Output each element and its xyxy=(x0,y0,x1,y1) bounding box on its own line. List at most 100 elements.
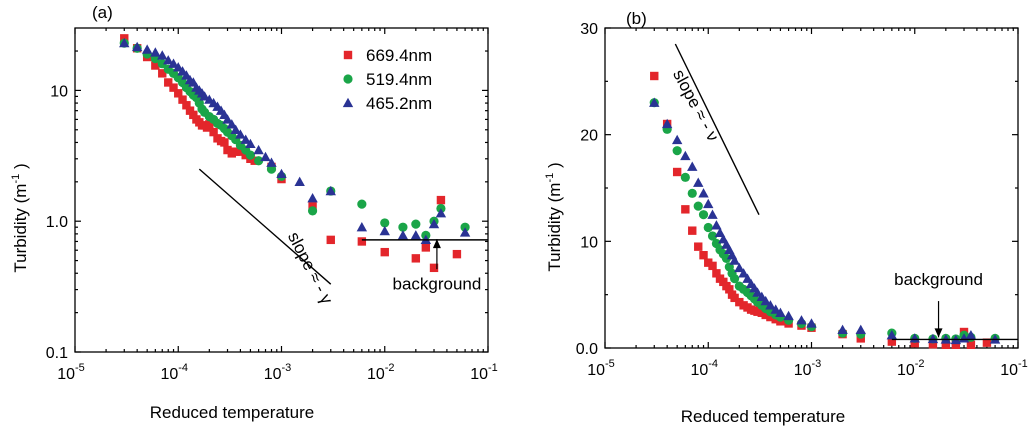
data-point-square xyxy=(910,339,919,348)
data-point-circle xyxy=(693,201,703,211)
data-point-triangle xyxy=(765,300,776,310)
data-point-square xyxy=(436,195,446,205)
data-point-circle xyxy=(698,210,709,220)
background-annotation: background xyxy=(894,270,983,289)
data-point-square xyxy=(178,95,187,104)
data-point-triangle xyxy=(230,124,241,134)
data-point-square xyxy=(730,293,739,303)
x-tick-label: 10-4 xyxy=(160,362,188,383)
data-point-triangle xyxy=(806,318,817,328)
data-point-triangle xyxy=(168,58,179,68)
data-point-circle xyxy=(703,222,713,233)
data-point-triangle xyxy=(680,150,691,161)
data-point-square xyxy=(174,89,183,98)
data-point-square xyxy=(164,78,173,87)
data-point-triangle xyxy=(266,157,277,167)
data-point-square xyxy=(185,106,195,115)
y-tick-label: 10 xyxy=(50,83,68,100)
data-point-triangle xyxy=(235,129,246,139)
panel-a-legend: 669.4nm 519.4nm 465.2nm xyxy=(342,46,432,113)
data-point-triangle xyxy=(783,310,794,321)
data-point-triangle xyxy=(240,134,251,144)
data-point-square xyxy=(650,71,659,81)
data-point-circle xyxy=(687,188,697,198)
data-point-circle xyxy=(157,59,167,69)
data-point-triangle xyxy=(141,44,153,54)
data-point-triangle xyxy=(703,198,714,209)
x-tick-label: 10-2 xyxy=(367,362,395,383)
data-point-square xyxy=(982,338,992,347)
data-point-triangle xyxy=(770,304,781,314)
data-point-circle xyxy=(730,274,740,284)
data-point-square xyxy=(766,312,775,322)
data-point-square xyxy=(236,147,245,156)
data-point-circle xyxy=(357,199,367,209)
data-point-square xyxy=(681,205,690,214)
data-point-circle xyxy=(380,218,390,228)
data-point-square xyxy=(158,69,167,78)
data-point-square xyxy=(209,127,218,137)
data-point-triangle xyxy=(693,177,704,187)
x-tick-label: 10-4 xyxy=(690,358,718,379)
data-point-square xyxy=(411,254,421,263)
data-point-square xyxy=(223,145,232,155)
data-point-triangle xyxy=(714,227,726,237)
data-point-triangle xyxy=(775,307,786,317)
data-point-triangle xyxy=(459,227,471,237)
data-point-triangle xyxy=(927,333,939,344)
data-point-square xyxy=(704,258,713,267)
data-point-triangle xyxy=(837,324,848,335)
data-point-square xyxy=(672,167,682,177)
panel-a-label: (a) xyxy=(92,3,113,22)
data-point-circle xyxy=(672,146,682,156)
data-point-square xyxy=(735,297,744,307)
data-point-triangle xyxy=(150,47,161,57)
data-point-circle xyxy=(411,219,421,229)
data-point-square xyxy=(189,110,198,120)
data-point-triangle xyxy=(435,208,447,218)
data-point-square xyxy=(966,340,976,349)
panel-b-x-axis-label: Reduced temperature xyxy=(681,407,845,426)
legend-label: 669.4nm xyxy=(366,46,432,65)
data-point-square xyxy=(725,285,734,294)
data-point-triangle xyxy=(276,168,287,179)
y-tick-label: 10 xyxy=(580,234,598,251)
data-point-square xyxy=(220,138,229,147)
data-point-square xyxy=(151,61,160,70)
data-point-square xyxy=(951,340,961,349)
data-point-square xyxy=(941,340,951,349)
fit-line xyxy=(198,168,332,285)
data-point-triangle xyxy=(222,114,233,124)
data-point-triangle xyxy=(410,230,422,240)
data-point-circle xyxy=(460,222,470,232)
data-point-circle xyxy=(707,231,718,241)
data-point-triangle xyxy=(119,37,130,48)
arrow-head xyxy=(432,239,441,249)
data-point-triangle xyxy=(253,144,264,155)
panel-b: (b) 10-5 10-4 10-3 10-2 10-1 0.0 10 20 30 slope … xyxy=(544,9,1028,426)
data-point-triangle xyxy=(397,230,409,240)
data-point-triangle xyxy=(742,273,753,283)
legend-marker-square xyxy=(343,50,353,60)
data-point-triangle xyxy=(687,161,698,171)
data-point-triangle xyxy=(698,188,709,198)
legend-marker-circle xyxy=(343,74,353,84)
data-point-triangle xyxy=(356,221,368,232)
panel-b-label: (b) xyxy=(626,9,647,28)
panel-b-y-axis-label: Turbidity (m-1 ) xyxy=(544,162,564,271)
data-point-triangle xyxy=(855,324,866,335)
panel-a: (a) 10-5 10-4 10-3 10-2 10-1 0.1 1.0 10 slope ≈… xyxy=(10,3,498,422)
data-point-square xyxy=(719,277,728,287)
data-point-triangle xyxy=(226,119,237,129)
data-point-triangle xyxy=(760,295,771,306)
data-point-square xyxy=(429,263,439,273)
data-point-triangle xyxy=(734,262,745,273)
data-point-triangle xyxy=(294,176,305,186)
data-point-triangle xyxy=(752,287,763,297)
data-point-square xyxy=(887,337,897,346)
data-point-circle xyxy=(307,206,318,216)
data-point-triangle xyxy=(307,192,318,203)
data-point-triangle xyxy=(199,91,210,101)
x-tick-label: 10-3 xyxy=(794,358,822,379)
data-point-square xyxy=(380,247,389,257)
